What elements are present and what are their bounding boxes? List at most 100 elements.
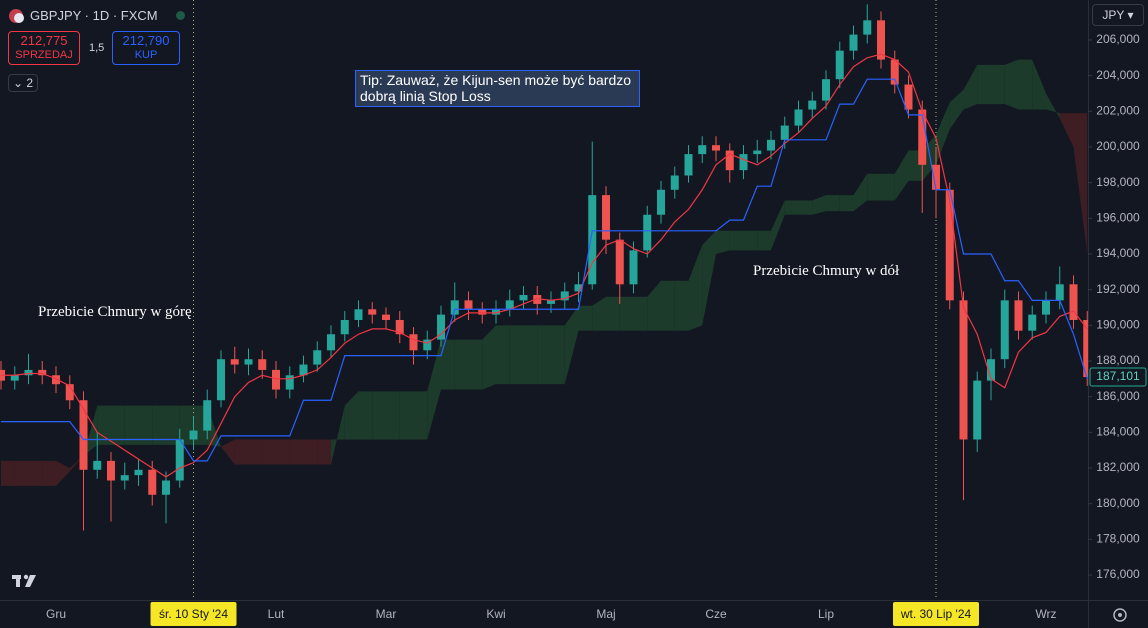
x-tick-label: Wrz	[1035, 607, 1056, 621]
candle-body	[877, 20, 885, 60]
y-tick-label: 196,000	[1096, 210, 1140, 224]
x-tick-label: Kwi	[486, 607, 505, 621]
cloud-segment	[991, 64, 1005, 105]
candle-body	[519, 295, 528, 301]
candle-body	[340, 319, 349, 335]
buy-label: KUP	[134, 49, 158, 61]
cloud-segment	[399, 391, 414, 440]
cloud-segment	[317, 439, 331, 465]
candle-body	[918, 109, 927, 165]
candle-body	[478, 309, 487, 315]
candle-body	[217, 359, 225, 401]
cloud-segment	[303, 439, 318, 465]
cloud-segment	[1073, 113, 1088, 254]
indicators-toggle[interactable]: ⌄ 2	[8, 74, 38, 92]
cloud-segment	[592, 296, 606, 331]
candle-body	[368, 309, 377, 315]
candle-body	[684, 154, 693, 176]
y-tick-label: 184,000	[1096, 425, 1140, 439]
cloud-segment	[674, 280, 689, 331]
x-tick-label: Lip	[818, 607, 834, 621]
buy-button[interactable]: 212,790 KUP	[112, 31, 180, 65]
y-tick-label: 200,000	[1096, 139, 1140, 153]
cloud-segment	[633, 296, 648, 331]
candle-body	[120, 475, 129, 481]
candle-body	[10, 375, 19, 381]
currency-button[interactable]: JPY ▾	[1092, 4, 1144, 26]
last-price-box	[1089, 367, 1147, 387]
cloud-segment	[826, 195, 840, 212]
spread: 1,5	[89, 42, 105, 54]
cloud-segment	[784, 200, 799, 215]
cloud-segment	[564, 305, 579, 385]
buy-price: 212,790	[122, 33, 170, 48]
candle-body	[780, 125, 789, 140]
x-tick-label: Gru	[46, 607, 66, 621]
y-tick-label: 194,000	[1096, 246, 1140, 260]
cloud-segment	[729, 230, 744, 251]
candle-body	[588, 195, 597, 285]
cloud-segment	[853, 173, 868, 212]
y-tick-label: 202,000	[1096, 103, 1140, 117]
candle-body	[849, 34, 858, 51]
candle-body	[93, 460, 102, 470]
candle-body	[808, 100, 817, 110]
cloud-segment	[977, 64, 991, 105]
candle-body	[767, 139, 775, 151]
candle-body	[148, 469, 157, 495]
cloud-segment	[28, 460, 43, 486]
candle-body	[189, 430, 198, 440]
candle-body	[423, 339, 432, 351]
cloud-segment	[509, 325, 524, 385]
cloud-segment	[716, 230, 730, 254]
break-down-annotation: Przebicie Chmury w dół	[753, 263, 900, 279]
cloud-segment	[702, 230, 716, 326]
candle-body	[162, 480, 170, 495]
cloud-segment	[661, 280, 675, 331]
cloud-segment	[619, 296, 634, 331]
candle-body	[670, 175, 679, 190]
candle-body	[1083, 319, 1088, 378]
tip-annotation: Tip: Zauważ, że Kijun-sen może być bardz…	[355, 70, 640, 107]
cloud-segment	[427, 339, 441, 440]
cloud-segment	[1032, 59, 1046, 110]
cloud-segment	[743, 230, 758, 251]
date-highlight-box	[893, 602, 979, 626]
candle-body	[175, 439, 184, 481]
candle-body	[959, 300, 968, 440]
cloud-segment	[496, 325, 510, 385]
candle-body	[1000, 300, 1009, 360]
candle-body	[244, 359, 253, 365]
settings-icon[interactable]	[1113, 608, 1127, 622]
cloud-segment	[812, 195, 826, 215]
y-tick-label: 206,000	[1096, 32, 1140, 46]
cloud-segment	[248, 439, 263, 465]
y-tick-label: 192,000	[1096, 282, 1140, 296]
cloud-segment	[688, 245, 703, 331]
candle-body	[698, 145, 707, 155]
cloud-segment	[963, 64, 978, 110]
sell-price: 212,775	[20, 33, 68, 48]
cloud-segment	[289, 439, 304, 465]
candle-body	[863, 20, 872, 35]
cloud-segment	[881, 173, 895, 201]
cloud-segment	[138, 405, 153, 445]
y-tick-label: 186,000	[1096, 389, 1140, 403]
cloud-segment	[1046, 93, 1060, 119]
candle-body	[450, 300, 459, 315]
cloud-segment	[14, 460, 29, 486]
cloud-segment	[551, 325, 565, 385]
sell-button[interactable]: 212,775 SPRZEDAJ	[8, 31, 80, 65]
candle-body	[1028, 314, 1037, 331]
plot-area	[0, 0, 1088, 600]
cloud-segment	[344, 391, 359, 440]
indicator-line	[1, 78, 1088, 462]
cloud-segment	[358, 391, 373, 440]
cloud-segment	[606, 296, 620, 331]
cloud-segment	[234, 439, 249, 465]
symbol-title[interactable]: GBPJPY · 1D · FXCM	[30, 8, 158, 23]
cloud-segment	[523, 325, 538, 385]
cloud-segment	[771, 200, 785, 251]
candle-body	[38, 369, 47, 376]
